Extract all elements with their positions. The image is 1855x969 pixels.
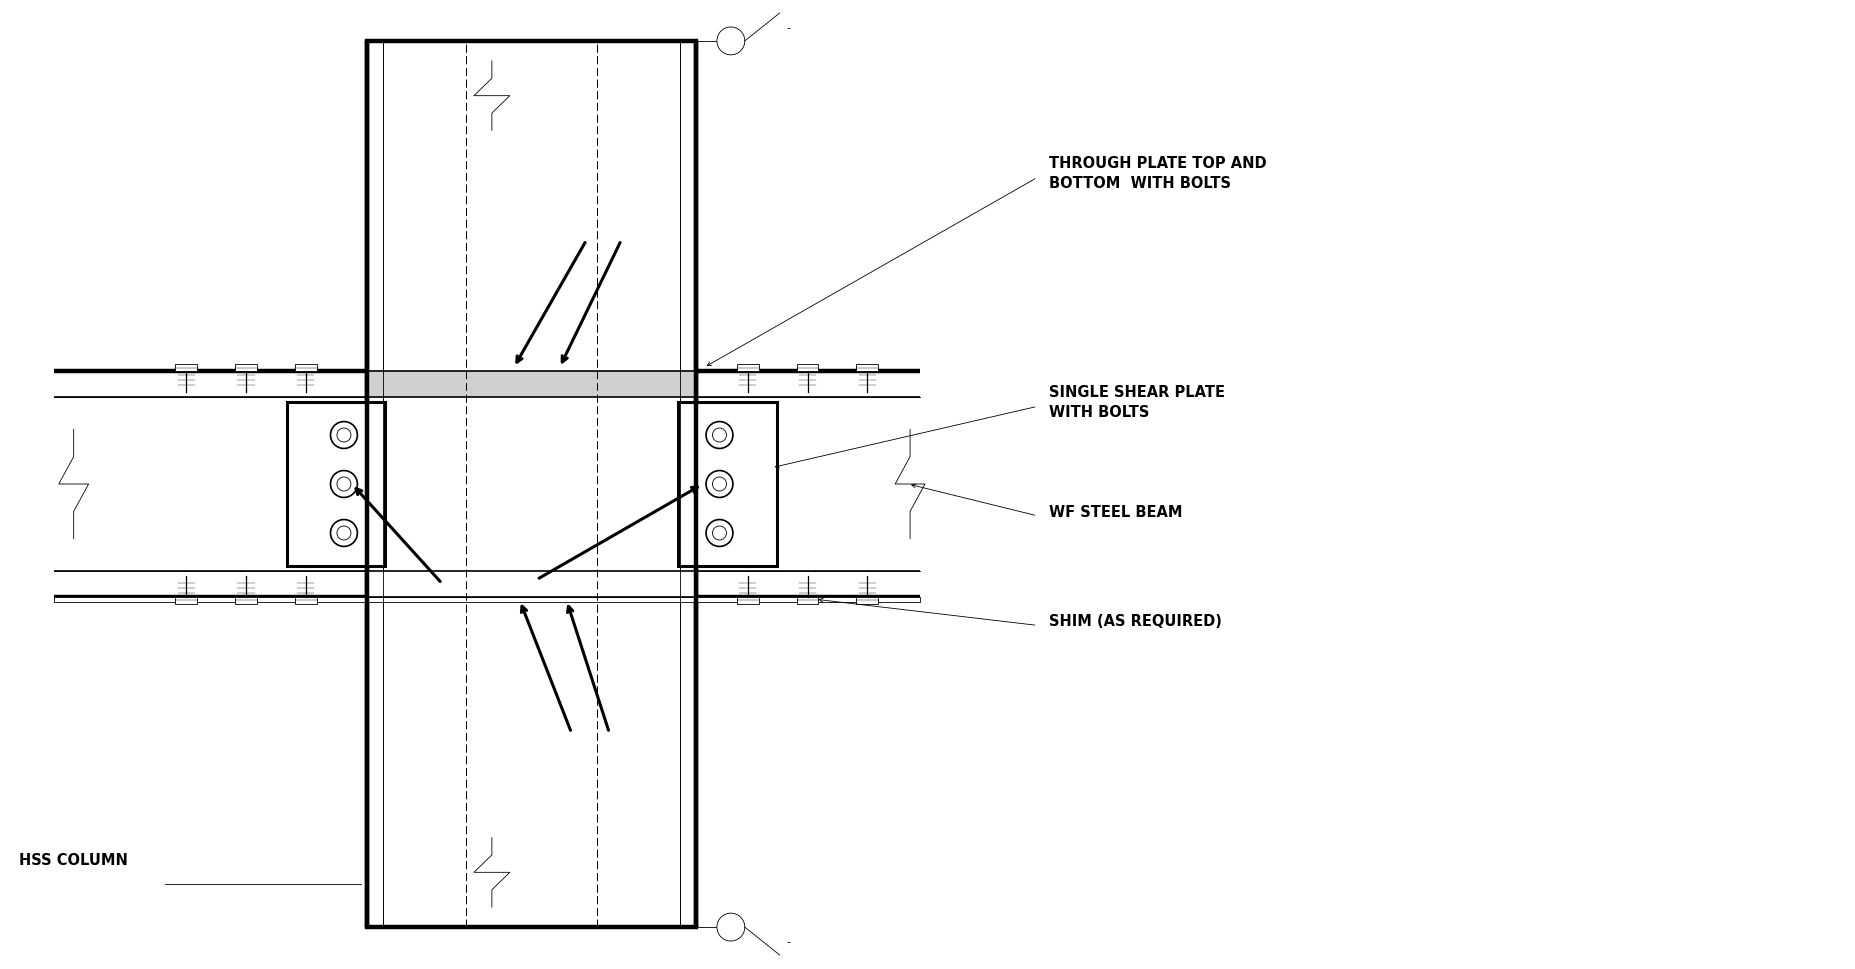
Text: -: - xyxy=(787,23,790,33)
Bar xyxy=(857,597,877,604)
Circle shape xyxy=(712,526,727,541)
Text: SINGLE SHEAR PLATE
WITH BOLTS: SINGLE SHEAR PLATE WITH BOLTS xyxy=(1050,385,1226,420)
Circle shape xyxy=(330,422,358,449)
Circle shape xyxy=(330,471,358,498)
Circle shape xyxy=(338,478,351,491)
Circle shape xyxy=(716,913,746,941)
Bar xyxy=(857,365,877,372)
Text: HSS COLUMN: HSS COLUMN xyxy=(19,853,128,867)
Bar xyxy=(736,597,759,604)
Bar xyxy=(796,597,818,604)
Circle shape xyxy=(707,471,733,498)
Text: WF STEEL BEAM: WF STEEL BEAM xyxy=(1050,505,1183,519)
Bar xyxy=(236,365,256,372)
Bar xyxy=(295,365,317,372)
Bar xyxy=(295,597,317,604)
Bar xyxy=(796,365,818,372)
Circle shape xyxy=(716,28,746,56)
Bar xyxy=(288,403,386,566)
Circle shape xyxy=(712,478,727,491)
Bar xyxy=(696,597,920,603)
Bar xyxy=(367,372,696,398)
Bar xyxy=(236,597,256,604)
Bar xyxy=(176,597,197,604)
Circle shape xyxy=(338,428,351,443)
Circle shape xyxy=(707,520,733,547)
Bar xyxy=(736,365,759,372)
Circle shape xyxy=(707,422,733,449)
Bar xyxy=(367,571,696,597)
Bar xyxy=(176,365,197,372)
Bar xyxy=(679,403,777,566)
Circle shape xyxy=(712,428,727,443)
Text: -: - xyxy=(787,936,790,946)
Text: THROUGH PLATE TOP AND
BOTTOM  WITH BOLTS: THROUGH PLATE TOP AND BOTTOM WITH BOLTS xyxy=(1050,156,1267,191)
Bar xyxy=(54,597,367,603)
Text: SHIM (AS REQUIRED): SHIM (AS REQUIRED) xyxy=(1050,613,1222,629)
Circle shape xyxy=(338,526,351,541)
Bar xyxy=(367,597,696,603)
Circle shape xyxy=(330,520,358,547)
